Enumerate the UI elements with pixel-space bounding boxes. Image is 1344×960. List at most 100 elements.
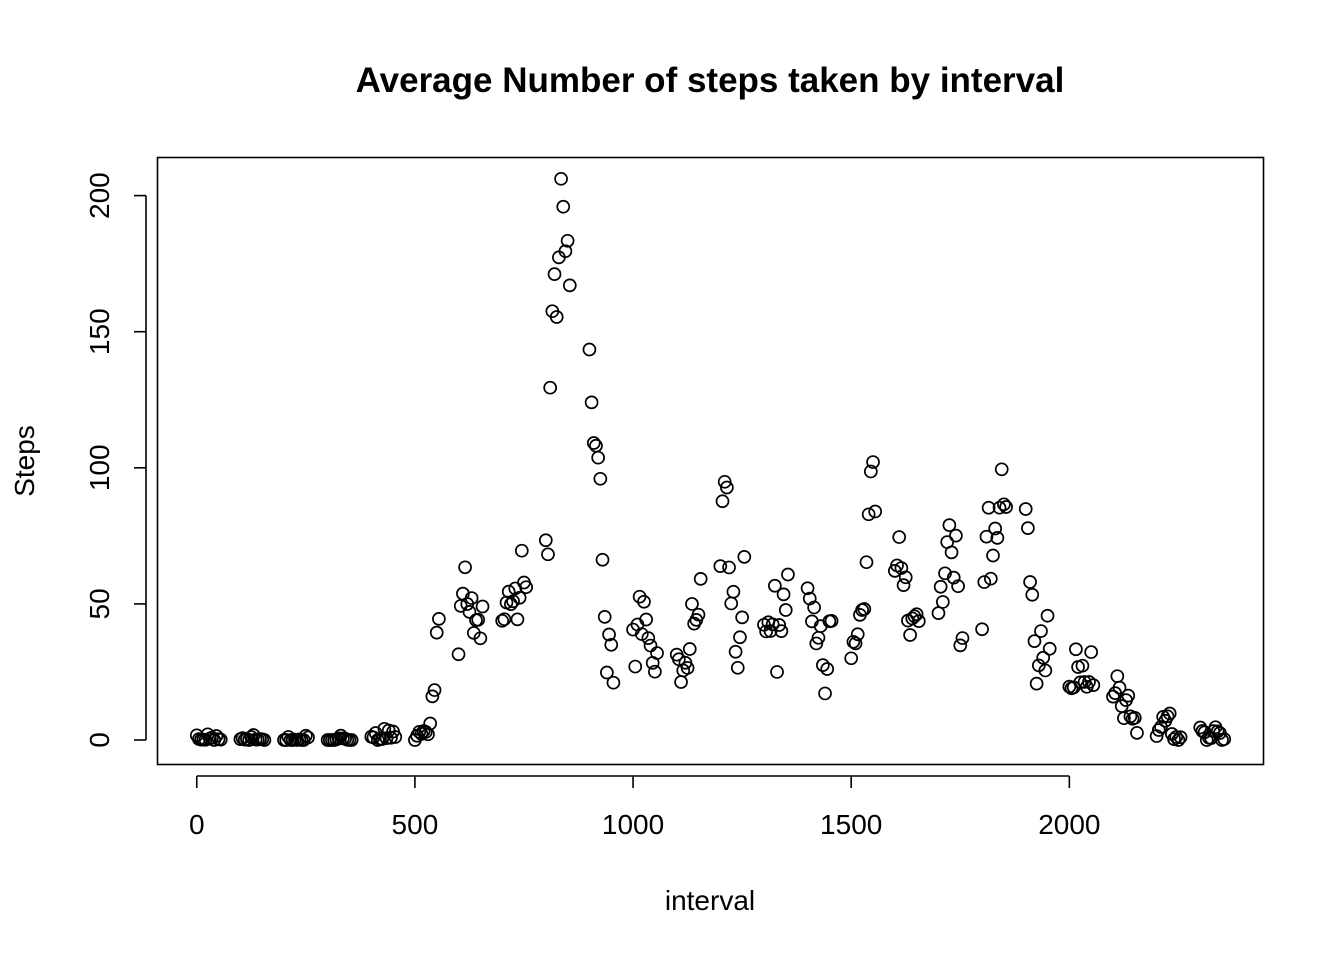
data-point xyxy=(1021,521,1035,536)
data-point xyxy=(772,618,787,632)
data-point xyxy=(473,631,488,646)
data-point xyxy=(898,570,913,585)
data-point xyxy=(637,594,651,609)
data-point xyxy=(850,627,865,642)
data-point xyxy=(560,233,575,248)
data-point xyxy=(209,729,224,743)
data-point xyxy=(604,637,619,652)
data-point xyxy=(720,480,734,495)
data-point xyxy=(903,628,917,642)
data-point xyxy=(1040,608,1055,623)
data-point xyxy=(471,612,486,627)
data-point xyxy=(911,614,926,628)
data-point xyxy=(1162,706,1177,721)
data-point xyxy=(279,733,294,747)
data-point xyxy=(735,610,749,625)
data-point xyxy=(997,497,1011,512)
data-point xyxy=(554,171,568,186)
data-point xyxy=(1121,688,1136,703)
data-point xyxy=(1038,663,1053,678)
data-point xyxy=(451,647,466,662)
data-point xyxy=(680,661,695,675)
data-point xyxy=(781,567,795,582)
data-point xyxy=(1029,676,1044,691)
data-point xyxy=(949,528,963,543)
chart-title: Average Number of steps taken by interva… xyxy=(356,61,1065,100)
data-point xyxy=(933,579,948,594)
data-point xyxy=(639,612,653,627)
data-point xyxy=(1171,733,1186,747)
data-point xyxy=(519,580,534,595)
data-point xyxy=(582,342,597,357)
data-point xyxy=(820,662,835,676)
data-point xyxy=(1086,678,1101,693)
data-point xyxy=(213,732,228,747)
x-axis-label: interval xyxy=(665,885,755,916)
data-point xyxy=(988,521,1003,536)
data-point xyxy=(986,548,1000,563)
data-point xyxy=(682,642,697,656)
data-point xyxy=(541,547,555,562)
data-point xyxy=(896,578,911,592)
y-tick-label-2: 100 xyxy=(84,444,115,491)
data-point xyxy=(846,634,861,649)
data-point xyxy=(807,600,821,615)
x-tick-label-0: 0 xyxy=(189,809,205,840)
x-tick-label-3: 1500 xyxy=(820,809,882,840)
data-point xyxy=(848,636,863,651)
data-point xyxy=(726,584,741,599)
data-point xyxy=(1151,723,1166,737)
data-point xyxy=(861,507,876,522)
data-point xyxy=(981,500,996,515)
data-point xyxy=(999,500,1013,514)
data-point xyxy=(800,581,815,596)
data-point xyxy=(606,675,621,690)
data-point xyxy=(951,579,965,594)
data-point xyxy=(1127,711,1142,725)
data-point xyxy=(257,733,272,747)
data-point xyxy=(892,530,907,544)
data-point xyxy=(584,395,599,410)
data-point xyxy=(977,575,992,589)
data-point xyxy=(1027,634,1042,648)
data-point xyxy=(1173,730,1188,745)
data-point xyxy=(691,607,706,622)
data-point xyxy=(1034,624,1048,638)
data-point xyxy=(990,531,1005,545)
y-tick-label-3: 150 xyxy=(84,308,115,355)
data-point xyxy=(506,594,520,609)
data-point xyxy=(1042,641,1057,656)
data-point xyxy=(1018,502,1033,516)
data-point xyxy=(504,597,518,611)
data-point xyxy=(1130,726,1144,740)
data-point xyxy=(510,612,525,627)
data-point xyxy=(866,455,880,469)
data-point xyxy=(942,518,957,532)
data-point xyxy=(423,716,438,731)
data-point xyxy=(602,627,616,642)
data-point xyxy=(859,555,874,570)
data-point xyxy=(462,605,477,619)
data-point xyxy=(733,630,747,645)
y-tick-label-4: 200 xyxy=(84,172,115,219)
x-tick-label-2: 1000 xyxy=(602,809,664,840)
data-point xyxy=(905,611,920,626)
data-point xyxy=(549,310,564,324)
data-point xyxy=(778,603,793,617)
data-point xyxy=(458,560,472,575)
x-axis: 0 500 1000 1500 2000 xyxy=(189,775,1100,840)
data-point xyxy=(994,462,1009,477)
data-point xyxy=(641,631,656,645)
data-point xyxy=(388,730,403,744)
data-point xyxy=(1217,732,1232,746)
data-point xyxy=(776,587,791,602)
data-point xyxy=(418,725,433,739)
data-point xyxy=(983,571,998,586)
data-point xyxy=(558,244,573,259)
data-point xyxy=(730,660,745,675)
data-point xyxy=(1117,711,1131,726)
data-point xyxy=(909,607,924,622)
data-point xyxy=(944,545,959,560)
